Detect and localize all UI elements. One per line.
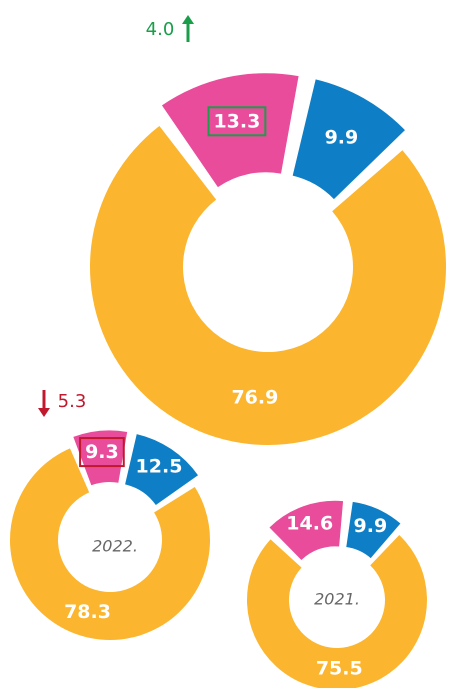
donut-slice (90, 125, 447, 445)
value-label: 13.3 (213, 110, 260, 132)
value-label: 12.5 (136, 456, 183, 478)
center-label: 2021. (314, 590, 360, 609)
donut-slice (10, 448, 210, 640)
donut-slice (161, 73, 299, 188)
highlight-box (79, 437, 125, 468)
donut-slice (269, 500, 344, 561)
value-label: 9.9 (354, 515, 388, 537)
donut-slice (292, 79, 405, 200)
annotation-arrowhead (182, 15, 194, 24)
donut-slice (125, 434, 199, 506)
value-label: 9.9 (325, 126, 359, 148)
annotation: 5.3 (58, 391, 87, 412)
donut-slice (247, 535, 427, 688)
donut-slice (73, 430, 128, 486)
annotation: 4.0 (146, 19, 175, 40)
value-label: 14.6 (286, 512, 333, 534)
value-label: 76.9 (231, 386, 278, 408)
center-label: 2022. (92, 537, 138, 556)
highlight-box (207, 106, 267, 137)
value-label: 75.5 (316, 657, 363, 679)
value-label: 78.3 (64, 601, 111, 623)
value-label: 9.3 (85, 441, 119, 463)
donut-slice (346, 501, 401, 559)
annotation-arrowhead (38, 408, 50, 417)
